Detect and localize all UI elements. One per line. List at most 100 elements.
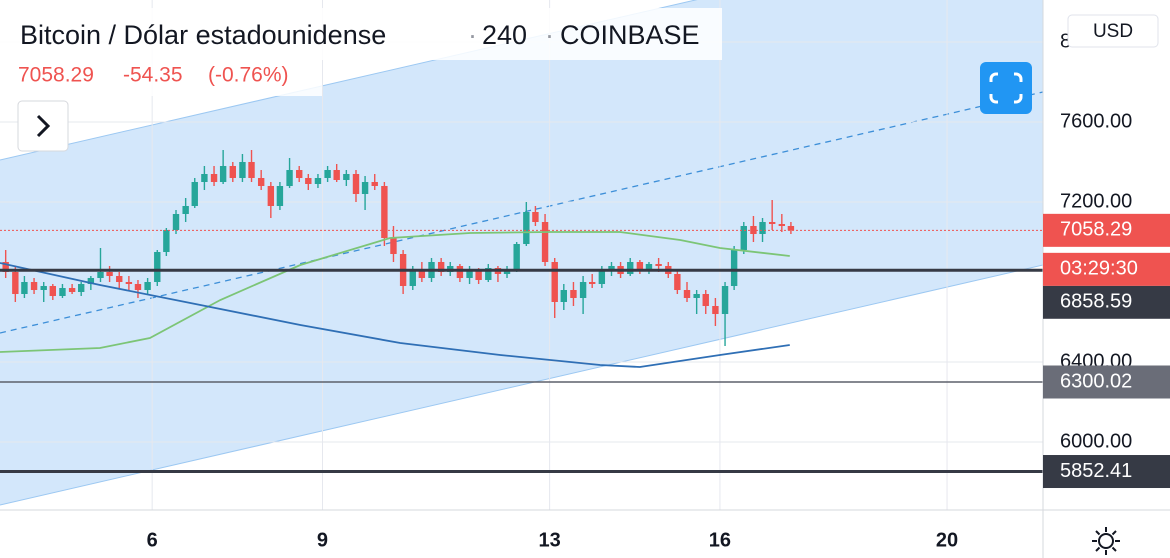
axes: 691316206000.006400.007200.007600.008000… <box>147 30 1170 551</box>
candle-body <box>333 170 340 180</box>
level-label-box <box>1043 285 1170 319</box>
candle-body <box>560 290 567 302</box>
candle-body <box>182 206 189 214</box>
candle-body <box>390 238 397 254</box>
candle-body <box>2 262 9 272</box>
candle-body <box>475 270 482 280</box>
interval: 240 <box>482 20 527 50</box>
last-price-label-box <box>1043 213 1170 247</box>
candle-body <box>523 212 530 244</box>
candle-body <box>201 174 208 182</box>
candle-body <box>371 182 378 186</box>
last-price-label: 7058.29 <box>1060 219 1132 241</box>
candle-body <box>456 266 464 278</box>
exchange: COINBASE <box>560 20 700 50</box>
marks <box>0 150 1043 474</box>
candle-body <box>740 226 747 250</box>
candle-body <box>106 272 113 276</box>
fullscreen-icon-gap <box>987 82 1025 94</box>
countdown-label-box <box>1043 252 1170 286</box>
separator: · <box>468 20 477 50</box>
candle-body <box>68 288 76 292</box>
last-price: 7058.29 <box>18 64 94 87</box>
candle-body <box>286 170 293 186</box>
candle-body <box>598 270 606 284</box>
level-label: 6300.02 <box>1060 370 1132 392</box>
level-label: 5852.41 <box>1060 460 1132 482</box>
price-change-percent: (-0.76%) <box>208 64 289 87</box>
price-backdrop <box>0 60 322 96</box>
candle-body <box>276 186 284 206</box>
y-tick-label: 7600.00 <box>1060 110 1132 132</box>
candle-body <box>154 252 161 282</box>
candle-body <box>513 244 520 270</box>
expand-button-box[interactable] <box>17 100 69 152</box>
candle-body <box>229 166 236 178</box>
regression-channel <box>0 0 1043 505</box>
candle-body <box>381 186 388 238</box>
candle-body <box>97 272 104 278</box>
level-label-box <box>1043 455 1170 489</box>
indicator-line <box>0 262 790 368</box>
settings-icon[interactable] <box>1092 527 1120 555</box>
title-backdrop <box>0 8 722 60</box>
candle-body <box>257 178 265 186</box>
candle-body <box>541 222 549 262</box>
candle-body <box>418 270 426 278</box>
currency-button-box[interactable] <box>1067 14 1159 48</box>
indicator-line <box>0 231 790 353</box>
plot-area <box>0 0 1043 510</box>
x-tick-label: 20 <box>936 529 958 551</box>
candle-body <box>787 226 795 231</box>
candle-body <box>125 282 133 284</box>
candle-body <box>627 262 634 274</box>
candle-body <box>343 174 350 180</box>
candle-body <box>437 262 445 272</box>
candle-body <box>588 282 596 284</box>
symbol: Bitcoin / Dólar estadounidense <box>20 20 386 50</box>
y-tick-label: 7200.00 <box>1060 190 1132 212</box>
candle-body <box>636 262 644 270</box>
candle-body <box>59 288 66 296</box>
countdown-label: 03:29:30 <box>1060 258 1138 280</box>
candle-body <box>655 264 662 266</box>
x-tick-label: 9 <box>317 529 328 551</box>
candle-body <box>314 178 322 184</box>
gear-circle <box>1098 533 1114 549</box>
candle-body <box>172 214 180 230</box>
x-tick-label: 6 <box>147 529 158 551</box>
fullscreen-button[interactable] <box>980 62 1032 114</box>
gear-rays <box>1092 527 1120 555</box>
candle-body <box>485 268 492 280</box>
candle-body <box>305 178 312 184</box>
candle-body <box>248 162 255 178</box>
candle-body <box>608 266 615 270</box>
candle-body <box>645 264 653 270</box>
candle-body <box>219 166 227 182</box>
candle-body <box>409 270 416 286</box>
candle-body <box>77 284 85 292</box>
currency-button[interactable]: USD <box>1067 14 1159 48</box>
level-label: 6858.59 <box>1060 291 1132 313</box>
channel-lower <box>0 264 1043 506</box>
price-change: -54.35 <box>123 64 183 87</box>
candle-body <box>768 222 776 224</box>
candle-body <box>759 222 766 234</box>
candle-body <box>87 278 95 284</box>
channel-center <box>0 91 1043 334</box>
candle-body <box>579 282 587 298</box>
candle-body <box>144 282 151 290</box>
x-tick-label: 16 <box>709 529 731 551</box>
candle-body <box>466 270 473 278</box>
candle-body <box>730 250 738 286</box>
candle-body <box>12 272 19 294</box>
y-tick-label: 6000.00 <box>1060 430 1132 452</box>
currency: USD <box>1093 21 1133 42</box>
candle-body <box>267 186 275 206</box>
candle-body <box>40 286 47 290</box>
candle-body <box>570 290 577 298</box>
candle-body <box>21 282 28 294</box>
expand-button[interactable] <box>17 100 69 152</box>
candle-body <box>551 262 558 302</box>
